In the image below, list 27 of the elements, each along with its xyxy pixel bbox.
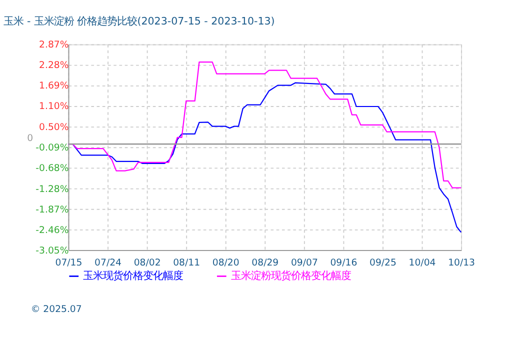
x-tick-label: 09/25: [370, 257, 396, 268]
ref-line-label: 0: [27, 133, 34, 144]
x-tick-label: 07/15: [55, 257, 82, 268]
chart-title: 玉米 - 玉米淀粉 价格趋势比较(2023-07-15 - 2023-10-13): [4, 16, 275, 28]
x-tick-label: 08/02: [134, 257, 161, 268]
text: © 2025.07: [30, 304, 82, 315]
x-tick-label: 07/24: [94, 257, 122, 268]
y-tick-label: 2.28%: [39, 60, 69, 72]
x-tick-label: 09/07: [290, 257, 318, 268]
legend-label: 玉米淀粉现货价格变化幅度: [231, 270, 352, 282]
y-tick-label: 1.10%: [39, 101, 69, 112]
y-tick-label: -3.05%: [36, 245, 69, 256]
x-tick-label: 10/13: [448, 257, 476, 268]
y-tick-label: -2.46%: [36, 224, 69, 236]
y-tick-label: -0.09%: [36, 142, 69, 154]
y-tick-label: -1.87%: [36, 204, 69, 216]
x-tick-label: 08/29: [252, 257, 279, 268]
y-tick-label: 0.50%: [39, 122, 69, 133]
legend-label: 玉米现货价格变化幅度: [83, 270, 184, 282]
x-tick-label: 08/11: [173, 257, 200, 268]
y-tick-label: -0.68%: [36, 162, 69, 174]
y-tick-label: 2.87%: [39, 40, 69, 51]
y-tick-label: 1.69%: [39, 80, 69, 92]
x-tick-label: 10/04: [408, 257, 436, 268]
y-tick-label: -1.28%: [36, 184, 69, 195]
x-tick-label: 08/20: [212, 257, 240, 268]
x-tick-label: 09/16: [330, 257, 358, 268]
